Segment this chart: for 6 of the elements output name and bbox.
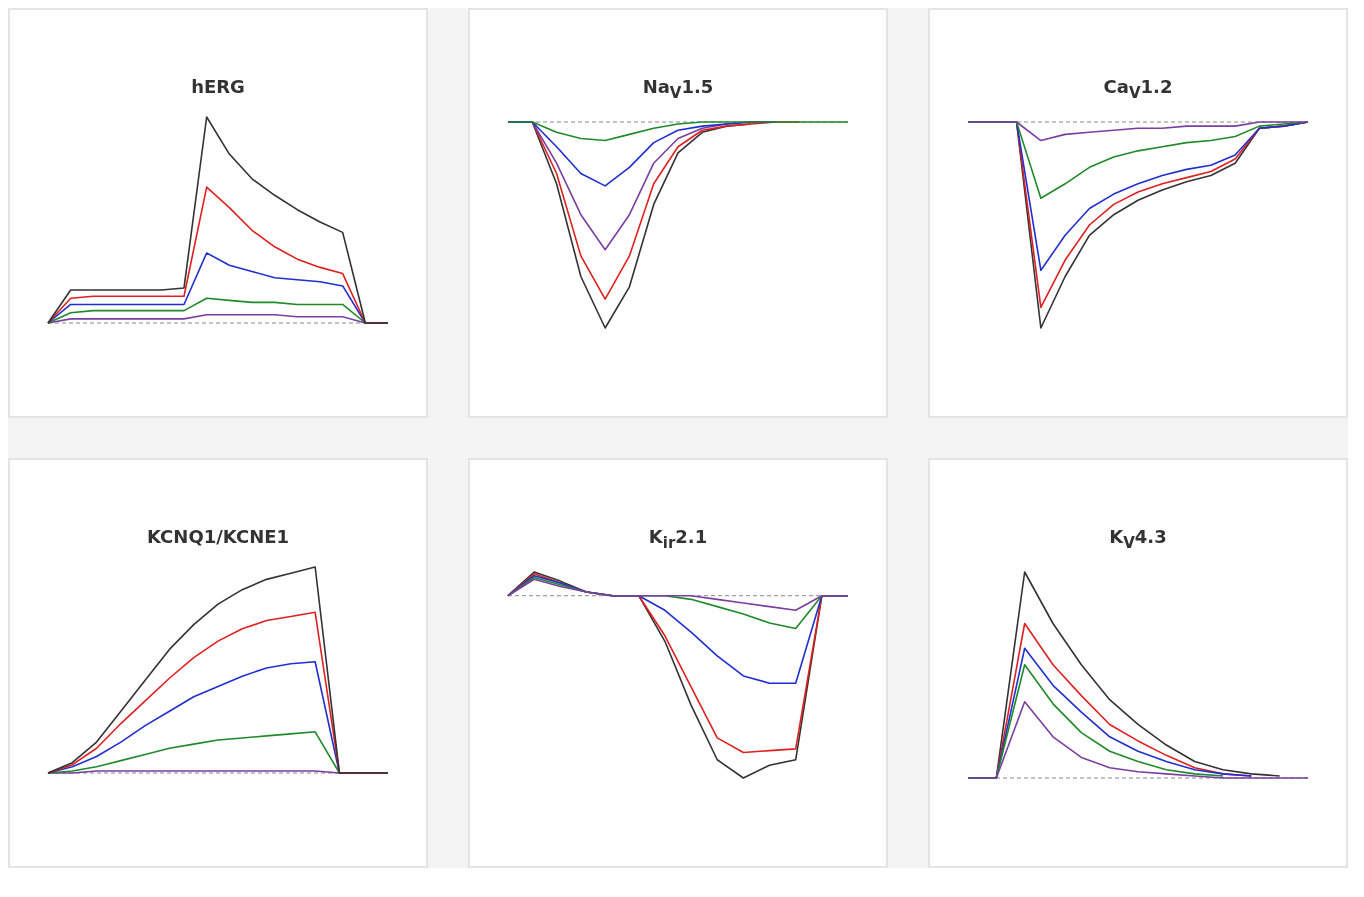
chart-title: hERG — [191, 76, 245, 97]
chart-title: K$_{ir}$2.1 — [648, 526, 708, 552]
chart-title: Na$_{V}$1.5 — [642, 76, 714, 102]
chart-title: Ca$_{V}$1.2 — [1103, 76, 1173, 102]
chart-title: K$_{V}$4.3 — [1109, 526, 1167, 552]
chart-title: KCNQ1/KCNE1 — [146, 526, 290, 547]
